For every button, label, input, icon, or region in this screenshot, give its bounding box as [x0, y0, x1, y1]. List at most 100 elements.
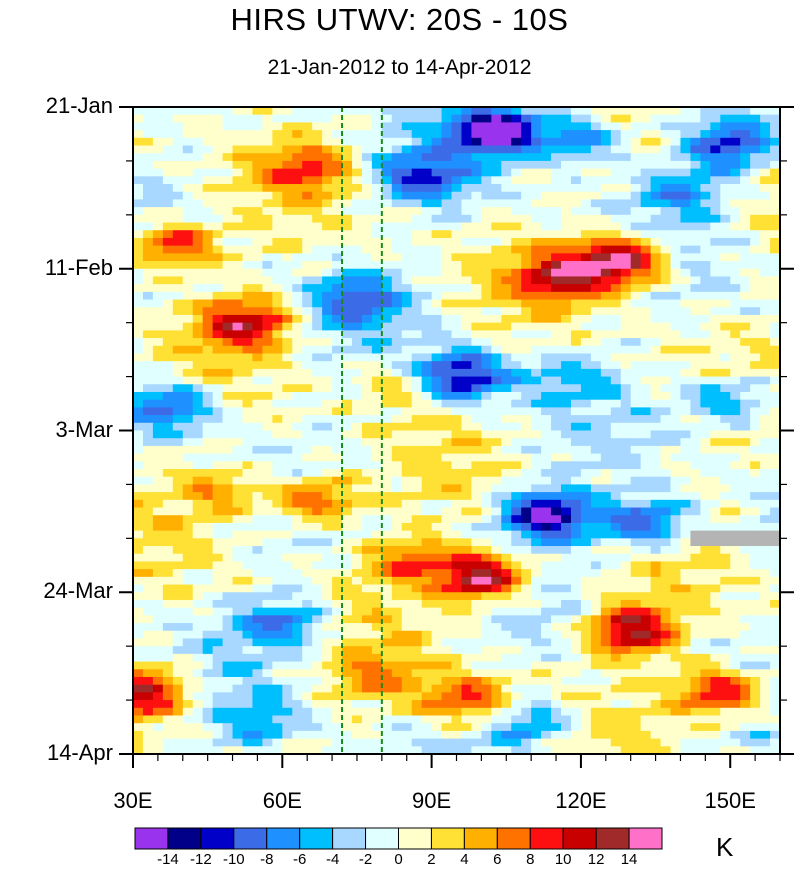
- heatmap-cell: [770, 461, 780, 470]
- heatmap-cell: [391, 391, 403, 401]
- heatmap-cell: [431, 615, 443, 624]
- heatmap-cell: [521, 207, 532, 216]
- heatmap-cell: [391, 445, 403, 455]
- heatmap-cell: [391, 515, 403, 524]
- heatmap-cell: [242, 438, 254, 447]
- heatmap-cell: [650, 599, 662, 609]
- heatmap-cell: [491, 399, 502, 408]
- heatmap-cell: [501, 430, 512, 439]
- heatmap-cell: [342, 592, 353, 601]
- heatmap-cell: [272, 214, 283, 224]
- heatmap-cell: [262, 107, 273, 116]
- heatmap-cell: [660, 114, 672, 123]
- heatmap-cell: [391, 646, 403, 655]
- heatmap-cell: [302, 399, 313, 408]
- heatmap-cell: [222, 284, 234, 293]
- heatmap-cell: [322, 592, 333, 601]
- heatmap-cell: [720, 653, 731, 663]
- heatmap-cell: [232, 130, 244, 139]
- heatmap-cell: [750, 253, 761, 262]
- heatmap-cell: [322, 222, 333, 231]
- heatmap-cell: [760, 261, 771, 270]
- heatmap-cell: [142, 492, 154, 501]
- heatmap-cell: [551, 407, 562, 416]
- heatmap-cell: [371, 515, 383, 524]
- heatmap-cell: [710, 669, 721, 678]
- heatmap-cell: [411, 207, 423, 216]
- heatmap-cell: [421, 314, 433, 324]
- heatmap-cell: [182, 476, 194, 486]
- heatmap-cell: [690, 207, 701, 216]
- heatmap-cell: [640, 222, 652, 231]
- heatmap-cell: [371, 661, 383, 670]
- heatmap-cell: [451, 384, 463, 393]
- heatmap-cell: [252, 515, 263, 524]
- heatmap-cell: [411, 145, 423, 154]
- heatmap-cell: [600, 430, 612, 439]
- heatmap-cell: [580, 145, 592, 154]
- heatmap-cell: [461, 530, 473, 539]
- heatmap-cell: [212, 445, 224, 455]
- heatmap-cell: [222, 546, 234, 555]
- heatmap-cell: [710, 207, 721, 216]
- heatmap-cell: [212, 199, 224, 208]
- heatmap-cell: [142, 291, 154, 301]
- heatmap-cell: [262, 237, 273, 247]
- heatmap-cell: [222, 661, 234, 670]
- heatmap-cell: [192, 137, 204, 147]
- heatmap-cell: [730, 676, 741, 686]
- heatmap-cell: [730, 261, 741, 270]
- heatmap-cell: [511, 453, 522, 462]
- heatmap-cell: [172, 561, 184, 570]
- heatmap-cell: [461, 137, 473, 147]
- heatmap-cell: [481, 553, 492, 563]
- heatmap-cell: [202, 415, 214, 424]
- heatmap-cell: [551, 338, 562, 347]
- heatmap-cell: [690, 499, 701, 509]
- heatmap-cell: [381, 569, 393, 578]
- heatmap-cell: [770, 107, 780, 116]
- heatmap-cell: [242, 153, 254, 162]
- heatmap-cell: [421, 469, 433, 478]
- heatmap-cell: [401, 191, 413, 201]
- heatmap-cell: [391, 299, 403, 308]
- heatmap-cell: [242, 515, 254, 524]
- heatmap-cell: [491, 153, 502, 162]
- heatmap-cell: [521, 692, 532, 701]
- heatmap-cell: [760, 184, 771, 193]
- heatmap-cell: [312, 407, 323, 416]
- heatmap-cell: [700, 276, 711, 285]
- heatmap-cell: [172, 376, 184, 385]
- heatmap-cell: [252, 422, 263, 432]
- heatmap-cell: [232, 615, 244, 624]
- heatmap-cell: [342, 676, 353, 686]
- heatmap-cell: [451, 376, 463, 385]
- heatmap-cell: [620, 453, 632, 462]
- heatmap-cell: [351, 522, 363, 532]
- heatmap-cell: [312, 569, 323, 578]
- heatmap-cell: [640, 214, 652, 224]
- heatmap-cell: [332, 676, 343, 686]
- heatmap-cell: [451, 646, 463, 655]
- heatmap-cell: [391, 430, 403, 439]
- heatmap-cell: [610, 445, 622, 455]
- heatmap-cell: [461, 376, 473, 385]
- heatmap-cell: [570, 561, 582, 570]
- heatmap-cell: [411, 561, 423, 570]
- heatmap-cell: [371, 261, 383, 270]
- heatmap-cell: [561, 391, 572, 401]
- heatmap-cell: [292, 515, 303, 524]
- heatmap-cell: [451, 692, 463, 701]
- heatmap-cell: [580, 291, 592, 301]
- heatmap-cell: [600, 160, 612, 170]
- heatmap-cell: [561, 576, 572, 586]
- heatmap-cell: [590, 499, 602, 509]
- heatmap-cell: [282, 137, 293, 147]
- heatmap-cell: [511, 661, 522, 670]
- heatmap-cell: [342, 191, 353, 201]
- heatmap-cell: [342, 584, 353, 593]
- heatmap-cell: [670, 222, 682, 231]
- heatmap-cell: [332, 476, 343, 486]
- heatmap-cell: [272, 430, 283, 439]
- heatmap-cell: [332, 492, 343, 501]
